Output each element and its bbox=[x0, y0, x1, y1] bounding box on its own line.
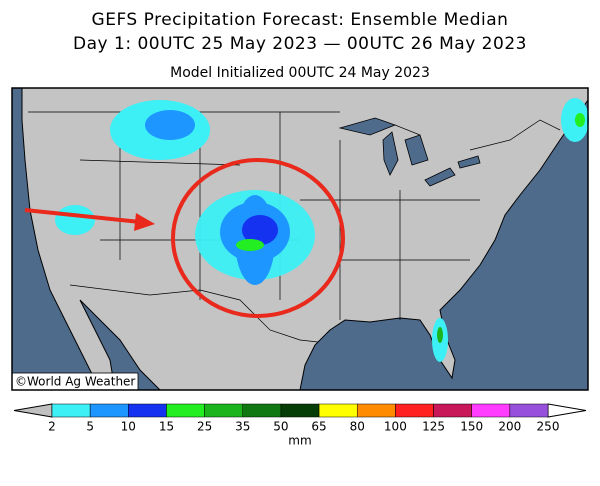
precip bbox=[55, 98, 589, 362]
over-triangle bbox=[547, 403, 587, 418]
tick-label: 250 bbox=[537, 420, 560, 434]
tick-label: 125 bbox=[422, 420, 445, 434]
color-swatch bbox=[395, 403, 434, 418]
great-lakes bbox=[338, 117, 481, 187]
color-swatch bbox=[89, 403, 129, 418]
highlight-circle bbox=[171, 158, 345, 318]
color-swatch bbox=[166, 403, 205, 418]
title: GEFS Precipitation Forecast: Ensemble Me… bbox=[92, 10, 509, 30]
tick-label: 2 bbox=[48, 420, 56, 434]
tick-label: 80 bbox=[350, 420, 365, 434]
tick-label: 200 bbox=[498, 420, 521, 434]
under-triangle bbox=[13, 403, 53, 418]
color-swatch bbox=[128, 403, 167, 418]
tick-label: 35 bbox=[235, 420, 250, 434]
tick-label: 100 bbox=[384, 420, 407, 434]
color-swatch bbox=[509, 403, 549, 418]
color-swatch bbox=[204, 403, 244, 418]
tick-label: 15 bbox=[159, 420, 174, 434]
unit: mm bbox=[288, 434, 311, 448]
color-swatch bbox=[471, 403, 511, 418]
subtitle: Day 1: 00UTC 25 May 2023 — 00UTC 26 May … bbox=[73, 34, 527, 54]
color-swatch bbox=[318, 403, 358, 418]
colorbar: 2 5 10 15 25 35 50 65 80 100 125 150 200 250 bbox=[13, 403, 587, 434]
tick-label: 150 bbox=[460, 420, 483, 434]
arrow bbox=[24, 208, 155, 231]
color-swatch bbox=[356, 403, 396, 418]
tick-label: 50 bbox=[273, 420, 288, 434]
initialized: Model Initialized 00UTC 24 May 2023 bbox=[170, 65, 430, 81]
credit: ©World Ag Weather bbox=[15, 375, 135, 389]
tick-label: 10 bbox=[121, 420, 136, 434]
color-swatch bbox=[242, 403, 282, 418]
color-swatch bbox=[433, 403, 472, 418]
map: ©World Ag Weather bbox=[11, 87, 589, 391]
map-frame bbox=[11, 87, 589, 391]
color-swatch bbox=[280, 403, 320, 418]
tick-label: 5 bbox=[86, 420, 94, 434]
tick-label: 25 bbox=[197, 420, 212, 434]
color-swatch bbox=[51, 403, 91, 418]
tick-label: 65 bbox=[311, 420, 326, 434]
